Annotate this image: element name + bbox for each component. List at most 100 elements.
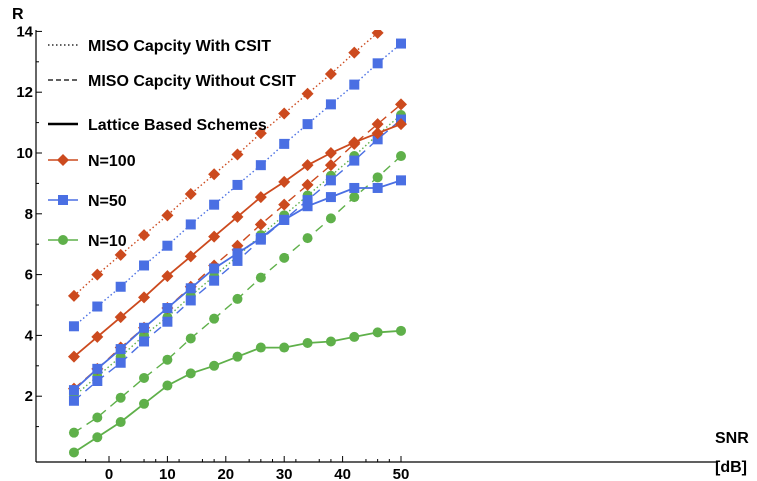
x-tick-label: 0 xyxy=(105,466,113,481)
data-point xyxy=(231,210,244,223)
data-point xyxy=(184,250,197,263)
data-point xyxy=(68,447,79,458)
data-point xyxy=(255,272,266,283)
y-tick-label: 12 xyxy=(16,84,33,101)
data-point xyxy=(68,427,79,438)
data-point xyxy=(372,172,383,183)
data-point xyxy=(185,219,196,230)
data-point xyxy=(302,201,313,212)
data-point xyxy=(395,98,407,111)
data-point xyxy=(185,295,196,306)
data-point xyxy=(324,67,337,80)
data-point xyxy=(92,363,103,374)
data-point xyxy=(325,99,336,110)
legend-label: Lattice Based Schemes xyxy=(88,117,267,134)
data-point xyxy=(254,127,267,140)
data-point xyxy=(372,134,383,145)
legend-item: MISO Capcity With CSIT xyxy=(48,38,271,55)
data-point xyxy=(396,151,406,162)
data-point xyxy=(232,293,243,304)
data-point xyxy=(92,412,103,423)
data-point xyxy=(301,87,314,100)
y-tick-label: 6 xyxy=(25,267,33,284)
data-point xyxy=(255,160,266,171)
data-point xyxy=(255,233,266,244)
legend-label: N=100 xyxy=(88,153,136,170)
data-point xyxy=(349,155,360,166)
data-point xyxy=(139,372,150,383)
data-point xyxy=(301,159,314,172)
legend: MISO Capcity With CSIT MISO Capcity Witho… xyxy=(48,38,296,250)
series-layer xyxy=(67,7,407,458)
data-point xyxy=(348,46,361,59)
data-point xyxy=(67,350,80,363)
data-point xyxy=(184,188,197,201)
data-point xyxy=(372,182,383,193)
data-point xyxy=(161,270,174,283)
data-point xyxy=(139,260,150,271)
data-point xyxy=(302,119,313,130)
data-point xyxy=(232,351,243,362)
data-point xyxy=(324,147,337,159)
legend-item: Lattice Based Schemes xyxy=(48,117,267,134)
data-point xyxy=(279,138,290,149)
data-point xyxy=(371,127,384,140)
data-point xyxy=(325,192,336,203)
data-point xyxy=(396,38,406,49)
x-tick-label: 40 xyxy=(334,466,351,481)
y-tick-label: 10 xyxy=(16,145,33,162)
x-tick-label: 20 xyxy=(217,466,234,481)
y-tick-label: 2 xyxy=(25,388,33,405)
data-point xyxy=(302,338,313,348)
data-point xyxy=(68,385,79,396)
data-point xyxy=(325,213,336,224)
data-point xyxy=(162,354,173,365)
data-point xyxy=(92,432,103,443)
data-point xyxy=(395,7,407,19)
data-point xyxy=(208,168,221,181)
data-point xyxy=(91,330,104,343)
data-point xyxy=(325,336,336,347)
data-point xyxy=(162,240,173,251)
legend-label: N=50 xyxy=(88,193,127,210)
series-dotted-n100 xyxy=(67,7,407,302)
data-point xyxy=(114,248,127,261)
data-point xyxy=(139,398,150,409)
data-point xyxy=(279,214,290,225)
data-point xyxy=(68,321,79,332)
data-point xyxy=(278,198,291,211)
x-tick-label: 30 xyxy=(276,466,293,481)
data-point xyxy=(114,311,127,324)
data-point xyxy=(162,303,173,314)
data-point xyxy=(115,392,126,403)
data-point xyxy=(396,175,406,186)
data-point xyxy=(254,191,267,204)
data-point xyxy=(255,342,266,353)
x-axis-unit: [dB] xyxy=(715,459,747,476)
legend-label: MISO Capcity With CSIT xyxy=(88,38,271,55)
legend-marker xyxy=(58,195,68,205)
x-axis-title: SNR xyxy=(715,430,749,447)
data-point xyxy=(232,179,243,190)
x-tick-label: 10 xyxy=(159,466,176,481)
data-point xyxy=(115,344,126,355)
legend-item: N=50 xyxy=(48,193,127,210)
data-point xyxy=(162,380,173,391)
data-point xyxy=(209,275,220,286)
data-point xyxy=(372,58,383,69)
data-point xyxy=(278,175,291,188)
data-point xyxy=(67,289,80,302)
data-point xyxy=(139,336,150,347)
x-tick-label: 50 xyxy=(393,466,410,481)
data-point xyxy=(325,175,336,186)
y-axis-title: R xyxy=(12,6,24,23)
data-point xyxy=(115,281,126,292)
data-point xyxy=(209,263,220,274)
data-point xyxy=(372,327,383,338)
data-point xyxy=(209,360,220,371)
axes: 0 10 20 30 40 50 2 4 6 8 10 12 14 xyxy=(16,23,716,481)
data-point xyxy=(396,325,406,336)
data-point xyxy=(185,283,196,294)
legend-label: MISO Capcity Without CSIT xyxy=(88,73,296,90)
